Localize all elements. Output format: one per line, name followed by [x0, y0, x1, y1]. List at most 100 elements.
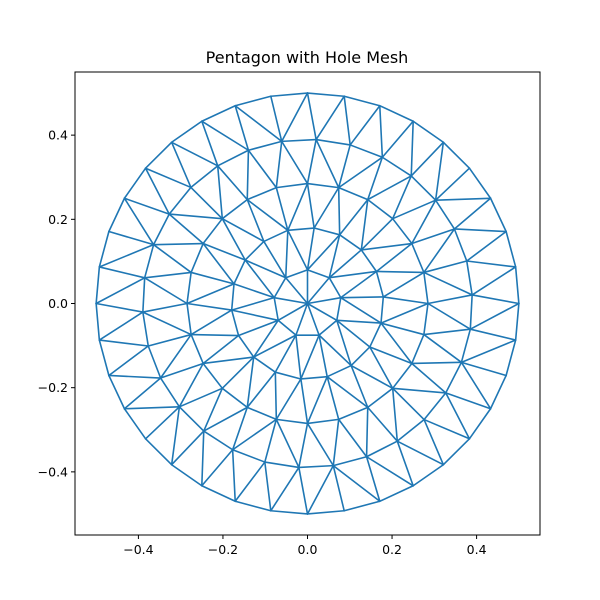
- mesh-edge: [202, 242, 235, 285]
- mesh-edge: [152, 243, 192, 274]
- mesh-edge: [306, 375, 328, 425]
- mesh-edge: [95, 266, 101, 305]
- mesh-edge: [411, 228, 456, 245]
- mesh-edge: [246, 198, 289, 232]
- mesh-edge: [234, 104, 283, 143]
- mesh-edge: [234, 500, 272, 512]
- mesh-edge: [108, 197, 126, 233]
- mesh-edge: [442, 141, 471, 170]
- mesh-edge: [202, 362, 224, 390]
- mesh-edge: [284, 229, 289, 279]
- mesh-edge: [230, 309, 240, 337]
- mesh-edge: [313, 227, 341, 236]
- mesh-edge: [287, 229, 309, 271]
- mesh-edge: [444, 392, 492, 410]
- mesh-edge: [343, 95, 381, 107]
- mesh-edge: [318, 334, 352, 367]
- mesh-edge: [190, 186, 224, 220]
- mesh-edge: [147, 333, 192, 347]
- mesh-edge: [349, 144, 384, 159]
- x-tick-label: 0.4: [467, 542, 487, 557]
- mesh-edge: [318, 334, 328, 378]
- mesh-edge: [360, 198, 369, 251]
- mesh-edge: [326, 375, 369, 409]
- mesh-edge: [337, 156, 384, 189]
- mesh-edge: [366, 387, 394, 409]
- mesh-edge: [144, 167, 171, 215]
- mesh-edge: [246, 406, 278, 421]
- mesh-edge: [142, 277, 146, 313]
- mesh-edge: [335, 319, 371, 348]
- mesh-edge: [300, 334, 320, 380]
- mesh-edge: [221, 217, 265, 243]
- mesh-edge: [275, 186, 289, 232]
- mesh-edge: [300, 375, 328, 380]
- mesh-edge: [306, 296, 342, 305]
- mesh-edge: [396, 440, 414, 487]
- mesh-edge: [274, 371, 302, 380]
- mesh-edge: [231, 448, 266, 463]
- mesh-edge: [230, 283, 235, 311]
- mesh-edge: [202, 356, 255, 365]
- mesh-edge: [337, 418, 368, 458]
- mesh-edge: [365, 455, 414, 487]
- mesh-edge: [396, 418, 425, 442]
- mesh-edge: [423, 228, 456, 274]
- mesh-edge: [252, 319, 280, 358]
- mesh-edge: [471, 294, 520, 305]
- mesh-edge: [369, 322, 382, 348]
- mesh-edge: [246, 149, 250, 201]
- mesh-edge: [190, 242, 204, 274]
- mesh-edge: [221, 387, 249, 409]
- mesh-edge: [411, 333, 425, 365]
- mesh-edge: [427, 302, 472, 330]
- mesh-edge: [201, 120, 250, 152]
- mesh-edge: [244, 259, 287, 279]
- mesh-edge: [410, 120, 414, 177]
- mesh-edge: [391, 387, 399, 442]
- mesh-edge: [306, 276, 331, 305]
- mesh-edge: [365, 406, 369, 458]
- mesh-edge: [326, 364, 352, 378]
- mesh-edge: [391, 362, 413, 390]
- mesh-edge: [142, 311, 150, 347]
- x-tick-label: 0.2: [382, 542, 402, 557]
- mesh-edge: [246, 356, 255, 409]
- mesh-edge: [264, 461, 272, 512]
- mesh-edge: [306, 227, 315, 271]
- mesh-edge: [366, 198, 394, 220]
- mesh-edge: [201, 430, 205, 487]
- mesh-edge: [381, 156, 413, 177]
- mesh-edge: [332, 464, 346, 512]
- mesh-edge: [375, 270, 425, 274]
- mesh-edge: [326, 375, 340, 421]
- mesh-edge: [186, 271, 192, 305]
- mesh-edge: [332, 418, 340, 467]
- mesh-edge: [423, 260, 468, 274]
- mesh-edge: [201, 120, 219, 167]
- mesh-edge: [339, 296, 385, 299]
- mesh-edge: [274, 334, 297, 373]
- mesh-edge: [142, 311, 192, 336]
- mesh-edge: [186, 302, 233, 311]
- mesh-edges: [95, 92, 520, 515]
- mesh-edge: [366, 406, 399, 442]
- mesh-edge: [275, 182, 309, 189]
- mesh-edge: [410, 141, 445, 177]
- mesh-edge: [170, 406, 181, 466]
- mesh-edge: [391, 387, 425, 421]
- mesh-edge: [489, 374, 507, 410]
- mesh-edge: [434, 141, 445, 201]
- mesh-edge: [380, 322, 413, 365]
- mesh-edge: [190, 165, 219, 189]
- mesh-edge: [201, 104, 237, 123]
- mesh-edge: [412, 463, 445, 487]
- mesh-edge: [190, 271, 235, 285]
- mesh-edge: [332, 455, 368, 467]
- mesh-edge: [328, 249, 363, 279]
- mesh-edge: [382, 296, 429, 305]
- mesh-edge: [264, 418, 278, 463]
- mesh-edge: [337, 144, 351, 189]
- mesh-edge: [275, 378, 302, 421]
- mesh-edge: [378, 104, 414, 123]
